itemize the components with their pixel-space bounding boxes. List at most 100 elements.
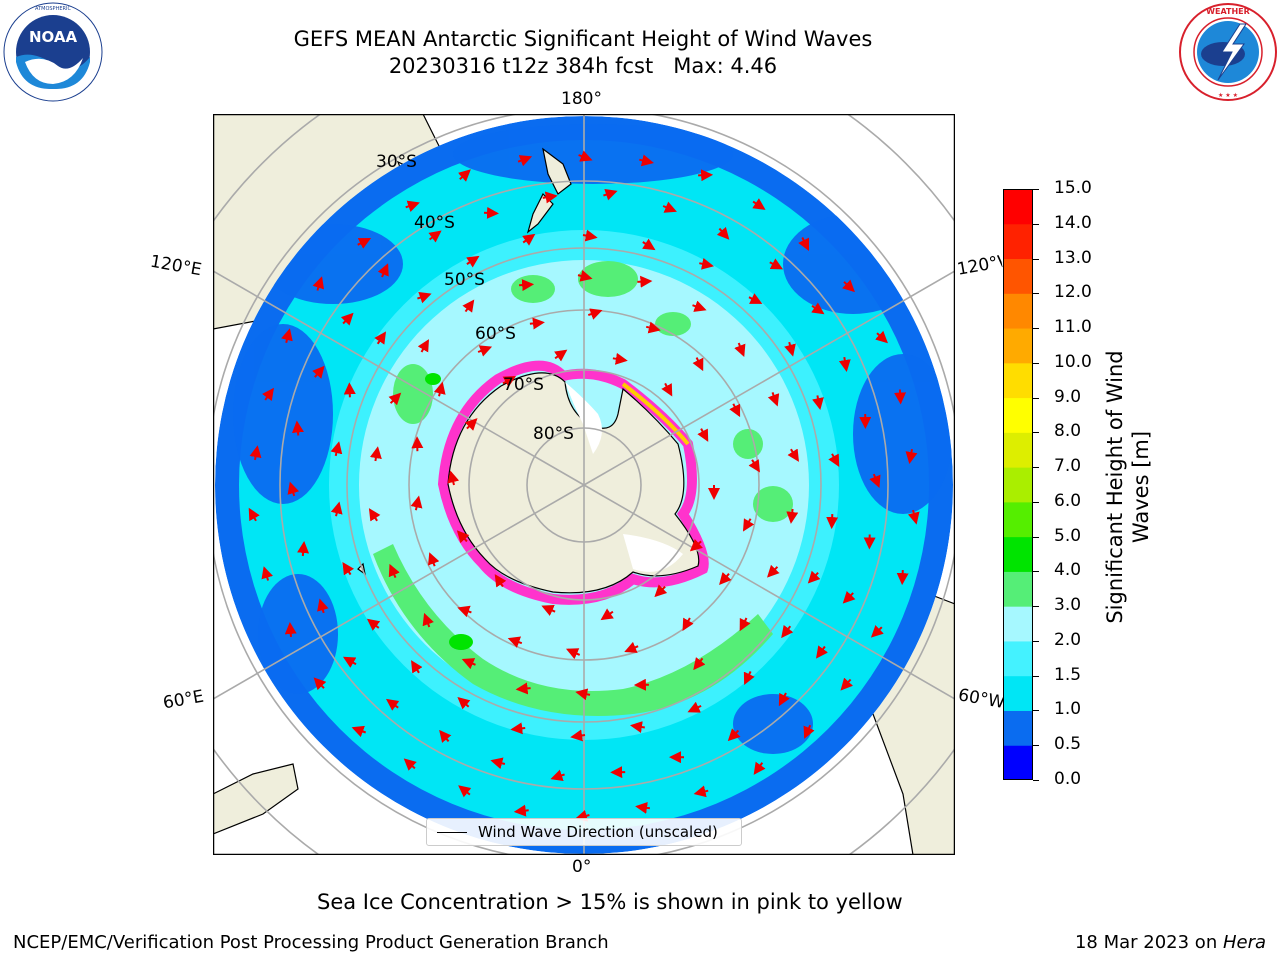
wave-arrow [894,389,907,405]
wave-arrow [786,508,799,524]
wave-arrow [582,229,598,242]
colorbar-segment [1003,501,1033,538]
wave-arrow [261,566,273,581]
wave-arrow [574,809,590,822]
colorbar-segment [1003,432,1033,468]
colorbar-tick-label: 4.0 [1054,560,1082,581]
colorbar-tick-mark [1033,328,1039,330]
footer-date: 18 Mar 2023 on [1074,932,1223,953]
wave-arrow [439,729,452,743]
wave-arrow [410,495,423,511]
wave-arrow [719,572,732,586]
wave-arrow [869,473,881,488]
colorbar-segment [1003,397,1033,433]
wave-arrow [490,757,506,770]
wave-arrow [811,302,825,315]
colorbar-tick-mark [1033,536,1039,538]
wave-arrow [612,352,628,365]
colorbar-tick-mark [1033,571,1039,573]
wave-arrow [457,605,472,618]
wave-arrow [896,570,909,586]
wave-arrow [693,785,709,798]
lon-label-60e: 60°E [161,686,206,714]
wave-arrow [787,448,799,462]
wave-arrow [748,459,760,473]
wave-arrow [510,722,526,735]
colorbar-label-line2: Waves [m] [1129,430,1153,544]
wave-arrow [635,801,651,814]
wave-arrow [575,688,591,701]
nws-logo: WEATHER ★ ★ ★ [1178,2,1278,102]
colorbar-tick-label: 10.0 [1054,351,1092,372]
wave-arrow [578,150,593,162]
svg-text:NOAA: NOAA [29,28,78,46]
svg-text:WEATHER: WEATHER [1206,7,1250,16]
colorbar-tick-label: 14.0 [1054,212,1092,233]
wave-arrow [769,258,784,270]
wave-arrow [692,300,707,312]
wave-direction-arrows [248,150,920,822]
colorbar-segment [1003,571,1033,607]
wave-arrow [287,481,300,497]
colorbar-segment [1003,189,1033,225]
wave-arrow [428,552,440,567]
colorbar-segment [1003,362,1033,399]
wave-arrow [541,604,556,616]
wave-arrow [642,238,656,251]
wave-arrow [351,725,367,738]
colorbar-tick-label: 12.0 [1054,282,1092,303]
wave-arrow [554,349,568,362]
map-legend: Wind Wave Direction (unscaled) [426,818,742,846]
footer-machine: Hera [1222,932,1266,953]
wave-arrow [494,574,507,588]
wave-arrow [388,563,400,579]
lon-label-60w: 60°W [956,685,1005,713]
wave-arrow [803,724,815,739]
wave-arrow [297,541,310,557]
wave-arrow [905,449,918,464]
sea-ice-note: Sea Ice Concentration > 15% is shown in … [317,890,903,914]
wave-arrow [357,237,372,249]
wave-arrow [734,342,746,357]
colorbar-tick-mark [1033,432,1039,434]
wave-arrow [313,677,327,691]
colorbar-tick-mark [1033,293,1039,295]
wave-arrow [603,188,618,201]
colorbar-segment [1003,675,1033,711]
colorbar-tick-mark [1033,223,1039,225]
wave-arrow [697,428,709,442]
wave-arrow [624,641,639,653]
wave-arrow [519,279,535,292]
colorbar-tick-label: 1.5 [1054,664,1082,685]
wave-arrow [464,418,478,431]
colorbar-tick-label: 1.0 [1054,699,1082,720]
wave-arrow [317,598,329,614]
lon-label-180: 180° [561,89,602,109]
svg-text:★ ★ ★: ★ ★ ★ [1218,92,1238,99]
colorbar-tick-mark [1033,710,1039,712]
wave-arrow [742,518,755,532]
wave-arrow [374,331,387,345]
colorbar-tick-label: 6.0 [1054,490,1082,511]
colorbar [1003,189,1033,781]
colorbar-tick-mark [1033,780,1039,781]
wave-arrow [477,345,493,357]
colorbar-tick-mark [1033,467,1039,469]
colorbar-segment [1003,328,1033,364]
wave-arrow [366,618,381,631]
wave-arrow [682,617,694,632]
wave-arrow [699,257,714,270]
colorbar-label-line1: Significant Height of Wind [1103,350,1127,624]
lat-label-70s: 70°S [503,375,544,395]
colorbar-tick-label: 13.0 [1054,247,1092,268]
wave-arrow [248,507,260,522]
wave-arrow [340,312,354,326]
wave-arrow [462,299,475,313]
wave-arrow [517,155,533,167]
wave-arrow [502,376,517,388]
lat-label-80s: 80°S [533,424,574,444]
lon-label-120e: 120°E [148,251,204,281]
wave-arrow [281,328,293,344]
wave-arrow [842,590,856,604]
colorbar-tick-mark [1033,501,1039,503]
